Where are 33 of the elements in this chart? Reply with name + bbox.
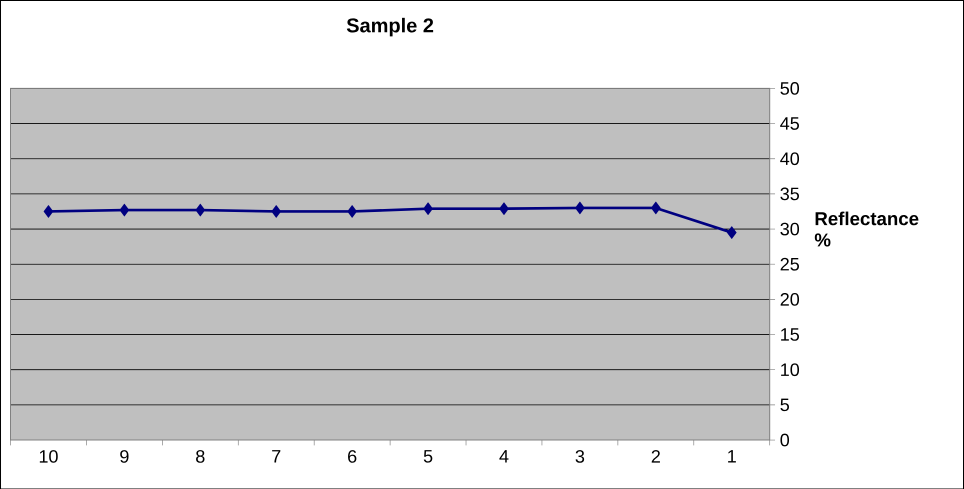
y-tick-label: 20 [780,292,800,306]
chart-title: Sample 2 [346,18,434,36]
x-tick-label: 10 [40,450,58,463]
point [271,204,282,218]
y-tick-label: 15 [781,328,799,341]
point [423,202,433,215]
y-tick-label: 45 [780,117,799,130]
y-tick-label: 50 [780,82,800,95]
x-tick-label: 5 [424,450,432,462]
x-tick-label: 7 [272,450,280,462]
point [575,201,585,214]
y-tick-label: 0 [780,433,790,446]
x-tick-label: 8 [196,450,205,463]
y-tick-label: 25 [780,258,799,270]
point [499,202,509,215]
point [650,201,661,214]
point [120,204,130,216]
x-tick-label: 6 [348,450,356,463]
point [347,204,357,218]
y-tick-label: 10 [781,363,800,376]
y-axis-title: Reflectance % [814,211,918,246]
y-tick-label: 30 [780,222,800,236]
x-tick-label: 9 [120,450,129,463]
x-tick-label: 1 [728,450,736,462]
point [726,226,737,239]
x-tick-label: 2 [652,450,660,462]
point [44,204,54,218]
y-tick-label: 35 [780,187,799,200]
x-tick-label: 4 [499,450,508,462]
x-tick-label: 3 [576,450,584,463]
point [195,204,206,216]
y-tick-label: 5 [780,398,789,411]
y-tick-label: 40 [780,152,800,165]
